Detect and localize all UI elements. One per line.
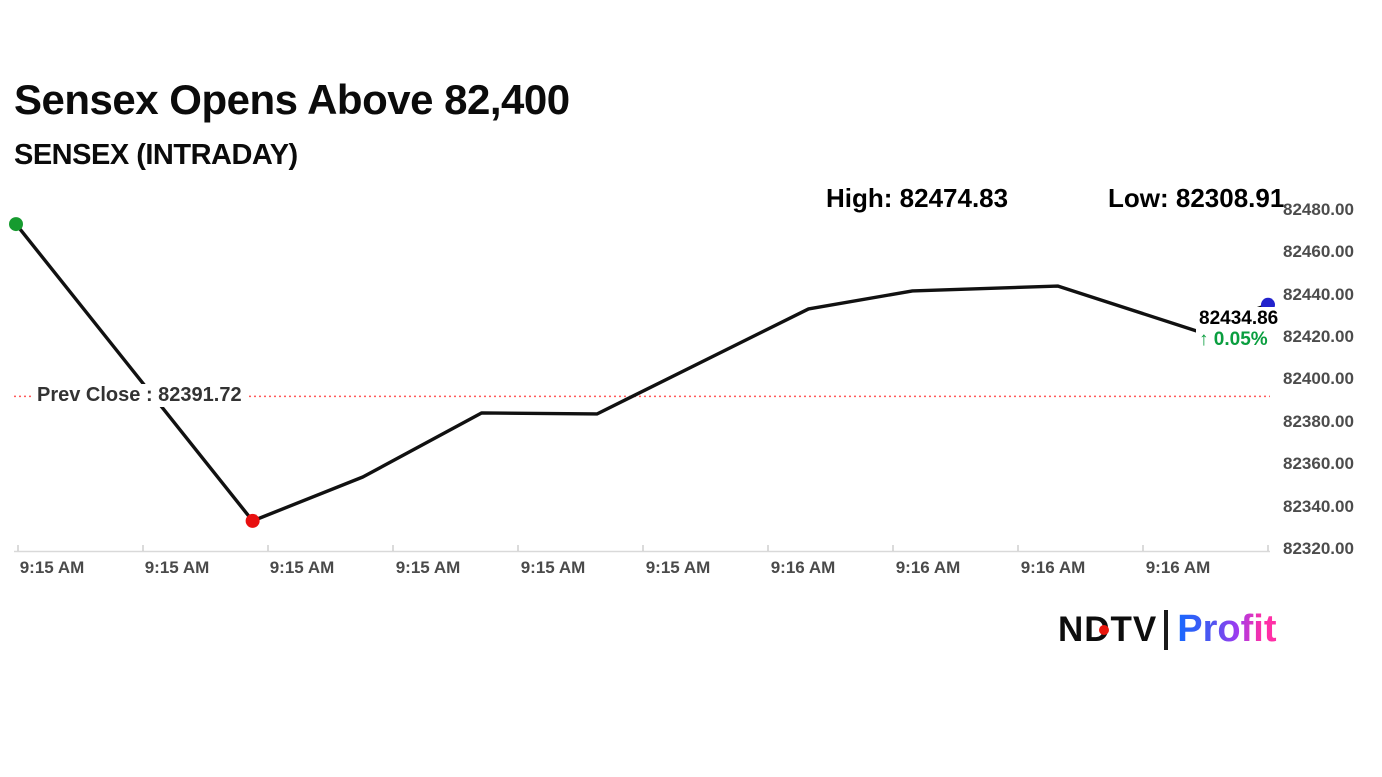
ndtv-logo-text: NDTV	[1058, 609, 1158, 649]
y-axis-tick-label: 82480.00	[1283, 200, 1354, 219]
y-axis-tick-label: 82440.00	[1283, 285, 1354, 304]
y-axis-tick-label: 82340.00	[1283, 497, 1354, 516]
y-axis-tick-label: 82460.00	[1283, 242, 1354, 261]
low-point-marker	[245, 513, 260, 528]
chart-subtitle: SENSEX (INTRADAY)	[14, 139, 298, 171]
high-value-label: High: 82474.83	[826, 183, 1009, 213]
logo-divider-bar	[1164, 609, 1169, 650]
ndtv-logo-red-dot-icon	[1099, 624, 1109, 635]
low-value-label: Low: 82308.91	[1108, 183, 1285, 213]
y-axis-tick-label: 82400.00	[1283, 369, 1354, 388]
x-axis-tick-label: 9:16 AM	[1145, 558, 1211, 577]
change-percent: 0.05%	[1213, 329, 1268, 350]
x-axis-tick-label: 9:15 AM	[19, 558, 85, 577]
open-point-marker	[9, 217, 23, 232]
y-axis-tick-label: 82380.00	[1283, 412, 1354, 431]
y-axis-tick-label: 82320.00	[1283, 539, 1354, 558]
y-axis-tick-label: 82360.00	[1283, 454, 1354, 473]
last-price-change: ↑ 0.05%	[1199, 329, 1278, 350]
x-axis-tick-label: 9:15 AM	[645, 558, 711, 577]
prev-close-label: Prev Close : 82391.72	[32, 384, 247, 407]
profit-logo-text: Profit	[1177, 608, 1277, 650]
x-axis-tick-label: 9:16 AM	[770, 558, 836, 577]
x-axis-tick-label: 9:15 AM	[520, 558, 586, 577]
y-axis-tick-label: 82420.00	[1283, 327, 1354, 346]
x-axis-tick-label: 9:15 AM	[144, 558, 210, 577]
x-axis-tick-label: 9:15 AM	[395, 558, 461, 577]
x-axis-tick-label: 9:15 AM	[269, 558, 335, 577]
up-arrow-icon: ↑	[1199, 329, 1209, 350]
x-axis-tick-label: 9:16 AM	[895, 558, 961, 577]
page-title: Sensex Opens Above 82,400	[14, 76, 570, 123]
last-price-value: 82434.86	[1199, 308, 1279, 329]
x-axis-tick-label: 9:16 AM	[1020, 558, 1086, 577]
ndtv-profit-logo: NDTV Profit	[1058, 608, 1277, 651]
last-price-annotation: 82434.86 ↑ 0.05%	[1196, 307, 1282, 352]
